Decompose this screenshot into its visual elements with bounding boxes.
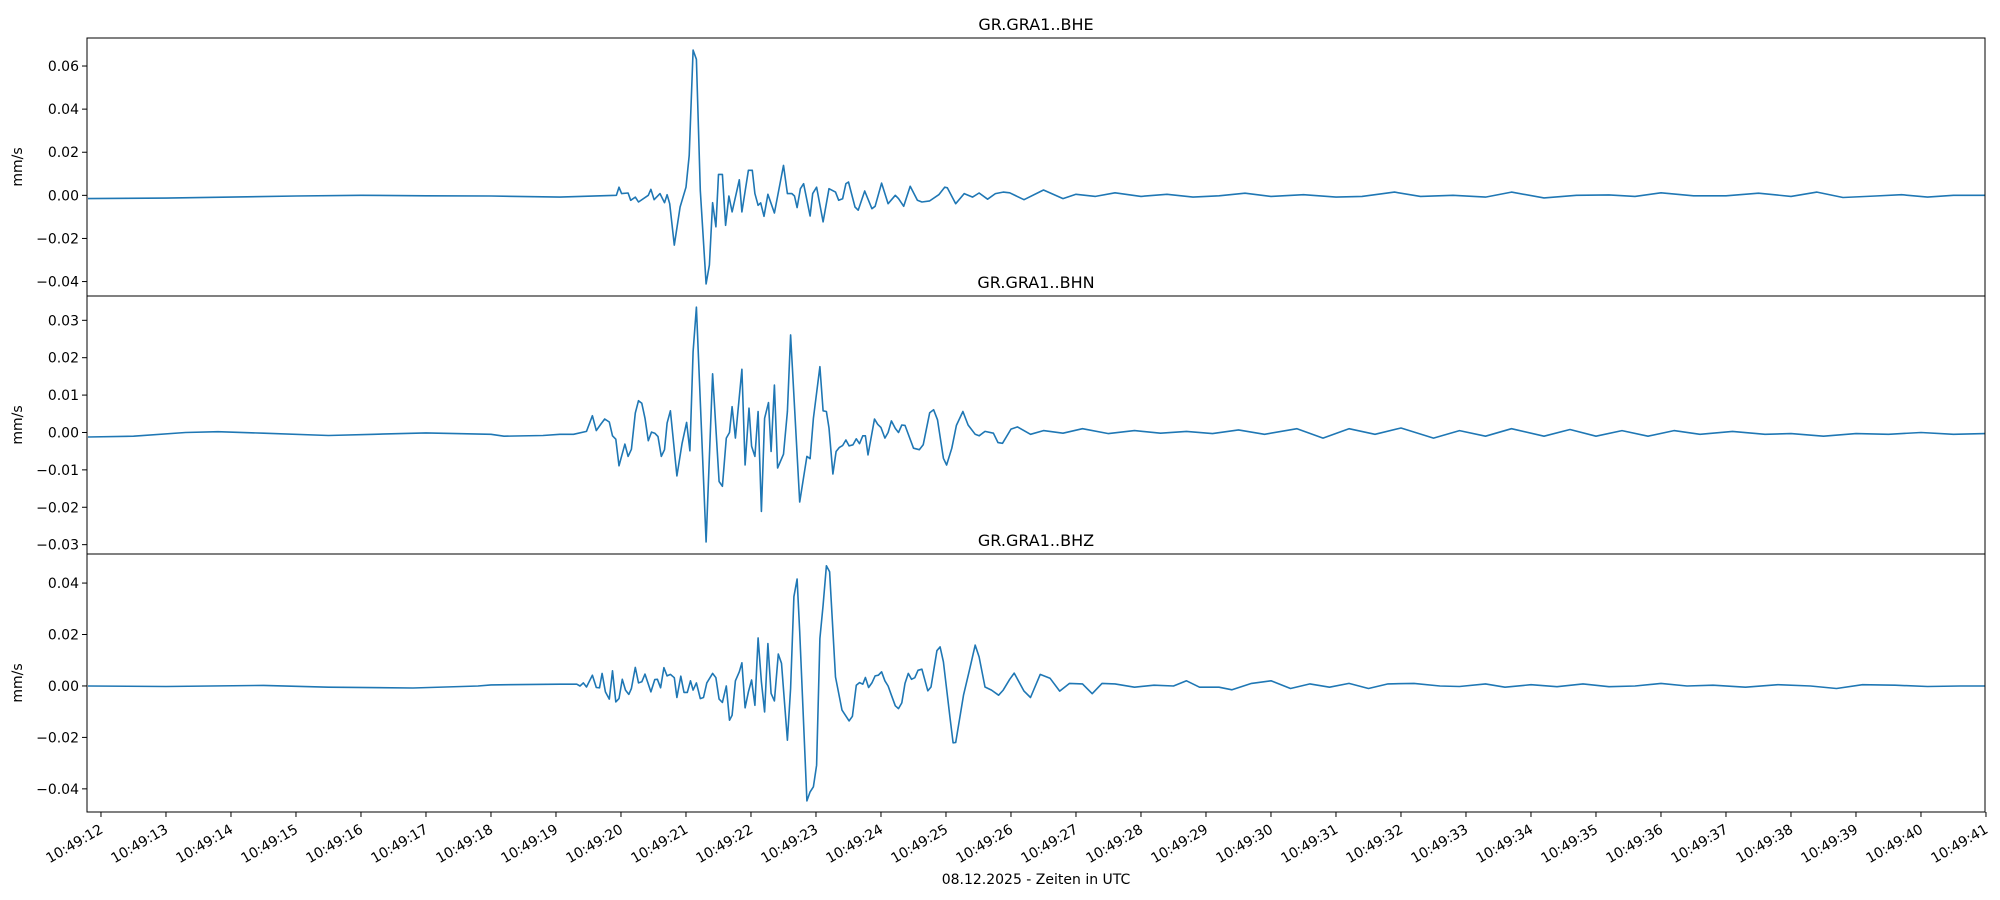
panel-2-y-tick-label: 0.00 [48, 425, 79, 441]
x-tick-label: 10:49:18 [434, 822, 496, 867]
x-tick-label: 10:49:21 [629, 822, 691, 867]
panel-1-axes-frame [86, 37, 1986, 297]
panel-2-y-axis-label: mm/s [10, 405, 26, 444]
x-tick-label: 10:49:32 [1344, 822, 1406, 867]
panel-1-y-tick-label: −0.02 [36, 231, 79, 247]
x-tick-label: 10:49:35 [1539, 822, 1601, 867]
panel-1-y-axis-label: mm/s [10, 147, 26, 186]
panel-1-waveform-line [87, 49, 1985, 285]
panel-2-y-tick-label: −0.02 [36, 500, 79, 516]
panel-3-title: GR.GRA1..BHZ [978, 531, 1094, 550]
x-tick-label: 10:49:20 [564, 822, 626, 867]
x-tick-label: 10:49:16 [304, 822, 367, 867]
panel-3-y-tick-label: −0.02 [36, 730, 79, 746]
x-tick-label: 10:49:29 [1149, 822, 1211, 867]
panel-3-axes-frame [86, 553, 1986, 813]
x-tick-label: 10:49:17 [369, 822, 431, 867]
panel-1-y-tick-label: 0.06 [48, 59, 79, 75]
x-tick-label: 10:49:40 [1864, 822, 1926, 867]
x-tick-label: 10:49:33 [1409, 822, 1471, 867]
x-tick-label: 10:49:24 [824, 822, 887, 867]
x-tick-label: 10:49:38 [1734, 822, 1796, 867]
panel-1-title: GR.GRA1..BHE [978, 15, 1093, 34]
x-tick-label: 10:49:37 [1669, 822, 1731, 867]
x-tick-label: 10:49:41 [1929, 822, 1991, 867]
x-tick-label: 10:49:19 [499, 822, 561, 867]
x-tick-label: 10:49:23 [759, 822, 821, 867]
panel-1-y-tick-label: 0.04 [48, 102, 79, 118]
x-axis-label: 08.12.2025 - Zeiten in UTC [942, 872, 1131, 888]
panel-1-y-tick-label: −0.04 [36, 275, 79, 291]
panel-3-y-axis-label: mm/s [10, 663, 26, 702]
panel-3-y-tick-label: 0.04 [48, 576, 79, 592]
x-tick-label: 10:49:26 [954, 822, 1017, 867]
panel-1-y-tick-label: 0.02 [48, 145, 79, 161]
x-tick-label: 10:49:12 [44, 822, 106, 867]
panel-3-y-tick-label: −0.04 [36, 782, 79, 798]
panel-2-y-tick-label: 0.02 [48, 351, 79, 367]
panel-2-axes-frame [86, 295, 1986, 555]
panel-3-waveform-line [87, 565, 1985, 802]
x-tick-label: 10:49:14 [174, 822, 237, 867]
panel-3-y-tick-label: 0.02 [48, 628, 79, 644]
panel-2-y-tick-label: 0.01 [48, 388, 79, 404]
x-tick-label: 10:49:36 [1604, 822, 1667, 867]
x-tick-label: 10:49:30 [1214, 822, 1276, 867]
panel-1-y-tick-label: 0.00 [48, 188, 79, 204]
x-tick-label: 10:49:28 [1084, 822, 1146, 867]
x-tick-label: 10:49:13 [109, 822, 171, 867]
panel-3-y-tick-label: 0.00 [48, 679, 79, 695]
panel-2-y-tick-label: 0.03 [48, 313, 79, 329]
x-tick-label: 10:49:15 [239, 822, 301, 867]
x-tick-label: 10:49:34 [1474, 822, 1537, 867]
panel-2-y-tick-label: −0.03 [36, 538, 79, 554]
panel-2-title: GR.GRA1..BHN [977, 273, 1094, 292]
x-tick-label: 10:49:39 [1799, 822, 1861, 867]
x-tick-label: 10:49:25 [889, 822, 951, 867]
x-tick-label: 10:49:31 [1279, 822, 1341, 867]
x-tick-label: 10:49:22 [694, 822, 756, 867]
panel-2-y-tick-label: −0.01 [36, 463, 79, 479]
panel-2-waveform-line [87, 306, 1986, 543]
x-tick-label: 10:49:27 [1019, 822, 1081, 867]
